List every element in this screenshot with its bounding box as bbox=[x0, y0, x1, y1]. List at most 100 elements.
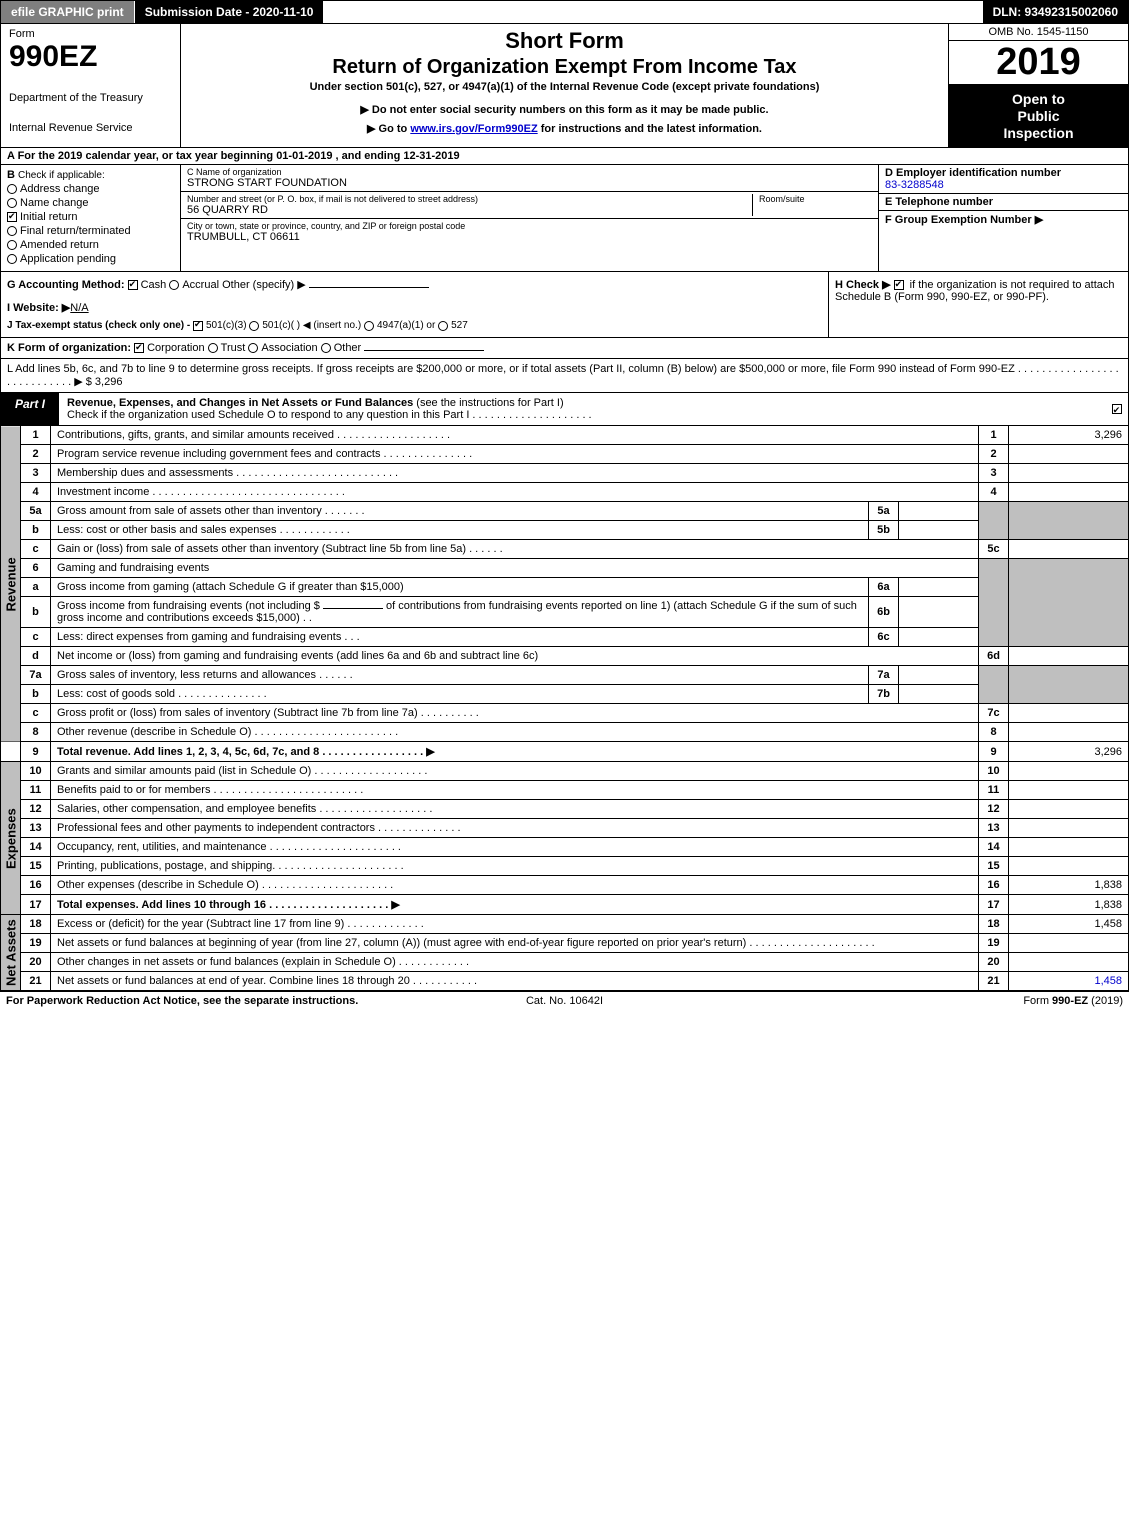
main-form-table: Revenue 1 Contributions, gifts, grants, … bbox=[0, 426, 1129, 991]
chk-other[interactable] bbox=[321, 343, 331, 353]
l15-ln: 15 bbox=[979, 857, 1009, 876]
lbl-501c: 501(c)( ) ◀ (insert no.) bbox=[262, 320, 361, 331]
l17-desc-text: Total expenses. Add lines 10 through 16 … bbox=[57, 899, 400, 911]
chk-527[interactable] bbox=[438, 321, 448, 331]
revenue-side-label: Revenue bbox=[1, 426, 21, 742]
l9-desc: Total revenue. Add lines 1, 2, 3, 4, 5c,… bbox=[51, 742, 979, 762]
chk-501c[interactable] bbox=[249, 321, 259, 331]
l7c-num: c bbox=[21, 704, 51, 723]
department-label: Department of the Treasury bbox=[9, 92, 172, 104]
l6d-desc: Net income or (loss) from gaming and fun… bbox=[51, 647, 979, 666]
l7-shade bbox=[979, 666, 1009, 704]
chk-amended-return[interactable] bbox=[7, 240, 17, 250]
chk-address-change[interactable] bbox=[7, 184, 17, 194]
l16-desc: Other expenses (describe in Schedule O) … bbox=[51, 876, 979, 895]
l3-num: 3 bbox=[21, 464, 51, 483]
i-label: I Website: ▶ bbox=[7, 302, 70, 314]
chk-accrual[interactable] bbox=[169, 280, 179, 290]
inspect-3: Inspection bbox=[1003, 125, 1073, 141]
lbl-other: Other (specify) ▶ bbox=[222, 279, 306, 291]
part-1-title: Revenue, Expenses, and Changes in Net As… bbox=[59, 393, 1108, 425]
chk-corporation[interactable] bbox=[134, 343, 144, 353]
l5c-num: c bbox=[21, 540, 51, 559]
l19-ln: 19 bbox=[979, 934, 1009, 953]
l7b-sv bbox=[899, 685, 979, 704]
efile-print-button[interactable]: efile GRAPHIC print bbox=[1, 1, 135, 23]
part-1-tag: Part I bbox=[1, 393, 59, 425]
ein-cell: D Employer identification number 83-3288… bbox=[879, 165, 1128, 194]
l6-shade bbox=[979, 559, 1009, 647]
l19-val bbox=[1009, 934, 1129, 953]
chk-schedule-o-part1[interactable] bbox=[1112, 404, 1122, 414]
l18-num: 18 bbox=[21, 915, 51, 934]
other-org-input[interactable] bbox=[364, 350, 484, 351]
l17-val: 1,838 bbox=[1009, 895, 1129, 915]
l9-ln: 9 bbox=[979, 742, 1009, 762]
l2-ln: 2 bbox=[979, 445, 1009, 464]
l6b-sv bbox=[899, 597, 979, 628]
l6a-desc: Gross income from gaming (attach Schedul… bbox=[51, 578, 869, 597]
l4-desc: Investment income . . . . . . . . . . . … bbox=[51, 483, 979, 502]
lbl-corporation: Corporation bbox=[147, 342, 204, 354]
mid-left: G Accounting Method: Cash Accrual Other … bbox=[1, 272, 828, 337]
irs-link[interactable]: www.irs.gov/Form990EZ bbox=[410, 123, 537, 135]
part-1-title-bold: Revenue, Expenses, and Changes in Net As… bbox=[67, 397, 413, 409]
header-right: OMB No. 1545-1150 2019 Open to Public In… bbox=[948, 24, 1128, 147]
lbl-application-pending: Application pending bbox=[20, 253, 116, 265]
l1-desc: Contributions, gifts, grants, and simila… bbox=[51, 426, 979, 445]
l2-val bbox=[1009, 445, 1129, 464]
l12-desc: Salaries, other compensation, and employ… bbox=[51, 800, 979, 819]
chk-association[interactable] bbox=[248, 343, 258, 353]
j-label: J Tax-exempt status (check only one) - bbox=[7, 320, 190, 331]
part-1-check-line: Check if the organization used Schedule … bbox=[67, 409, 592, 421]
l3-val bbox=[1009, 464, 1129, 483]
chk-final-return[interactable] bbox=[7, 226, 17, 236]
ein-label: D Employer identification number bbox=[885, 167, 1061, 179]
l21-ln: 21 bbox=[979, 972, 1009, 991]
footer-right-post: (2019) bbox=[1088, 995, 1123, 1007]
column-b: B Check if applicable: Address change Na… bbox=[1, 165, 181, 271]
l7c-ln: 7c bbox=[979, 704, 1009, 723]
chk-trust[interactable] bbox=[208, 343, 218, 353]
lbl-amended-return: Amended return bbox=[20, 239, 99, 251]
l13-val bbox=[1009, 819, 1129, 838]
l6a-sn: 6a bbox=[869, 578, 899, 597]
l6b-amount-input[interactable] bbox=[323, 608, 383, 609]
l5c-desc: Gain or (loss) from sale of assets other… bbox=[51, 540, 979, 559]
l15-num: 15 bbox=[21, 857, 51, 876]
chk-application-pending[interactable] bbox=[7, 254, 17, 264]
lbl-other-org: Other bbox=[334, 342, 362, 354]
submission-date-button[interactable]: Submission Date - 2020-11-10 bbox=[135, 1, 325, 23]
other-specify-input[interactable] bbox=[309, 287, 429, 288]
l7b-sn: 7b bbox=[869, 685, 899, 704]
accounting-method-row: G Accounting Method: Cash Accrual Other … bbox=[7, 278, 822, 291]
l6d-ln: 6d bbox=[979, 647, 1009, 666]
inspect-1: Open to bbox=[1012, 91, 1065, 107]
l12-val bbox=[1009, 800, 1129, 819]
address-label: Number and street (or P. O. box, if mail… bbox=[187, 194, 752, 204]
org-name-cell: C Name of organization STRONG START FOUN… bbox=[181, 165, 878, 192]
chk-name-change[interactable] bbox=[7, 198, 17, 208]
form-header: Form 990EZ Department of the Treasury In… bbox=[0, 24, 1129, 148]
l7c-val bbox=[1009, 704, 1129, 723]
tax-exempt-row: J Tax-exempt status (check only one) - 5… bbox=[7, 320, 822, 331]
chk-cash[interactable] bbox=[128, 280, 138, 290]
blank-side bbox=[1, 742, 21, 762]
chk-schedule-b[interactable] bbox=[894, 280, 904, 290]
chk-initial-return[interactable] bbox=[7, 212, 17, 222]
chk-501c3[interactable] bbox=[193, 321, 203, 331]
l6-desc: Gaming and fundraising events bbox=[51, 559, 979, 578]
footer-right: Form 990-EZ (2019) bbox=[751, 995, 1123, 1007]
l5a-num: 5a bbox=[21, 502, 51, 521]
l6c-num: c bbox=[21, 628, 51, 647]
l4-ln: 4 bbox=[979, 483, 1009, 502]
header-center: Short Form Return of Organization Exempt… bbox=[181, 24, 948, 147]
l17-ln: 17 bbox=[979, 895, 1009, 915]
l21-desc: Net assets or fund balances at end of ye… bbox=[51, 972, 979, 991]
chk-4947[interactable] bbox=[364, 321, 374, 331]
website-value: N/A bbox=[70, 302, 88, 314]
lbl-initial-return: Initial return bbox=[20, 211, 77, 223]
l7a-sn: 7a bbox=[869, 666, 899, 685]
lbl-name-change: Name change bbox=[20, 197, 89, 209]
l15-desc: Printing, publications, postage, and shi… bbox=[51, 857, 979, 876]
